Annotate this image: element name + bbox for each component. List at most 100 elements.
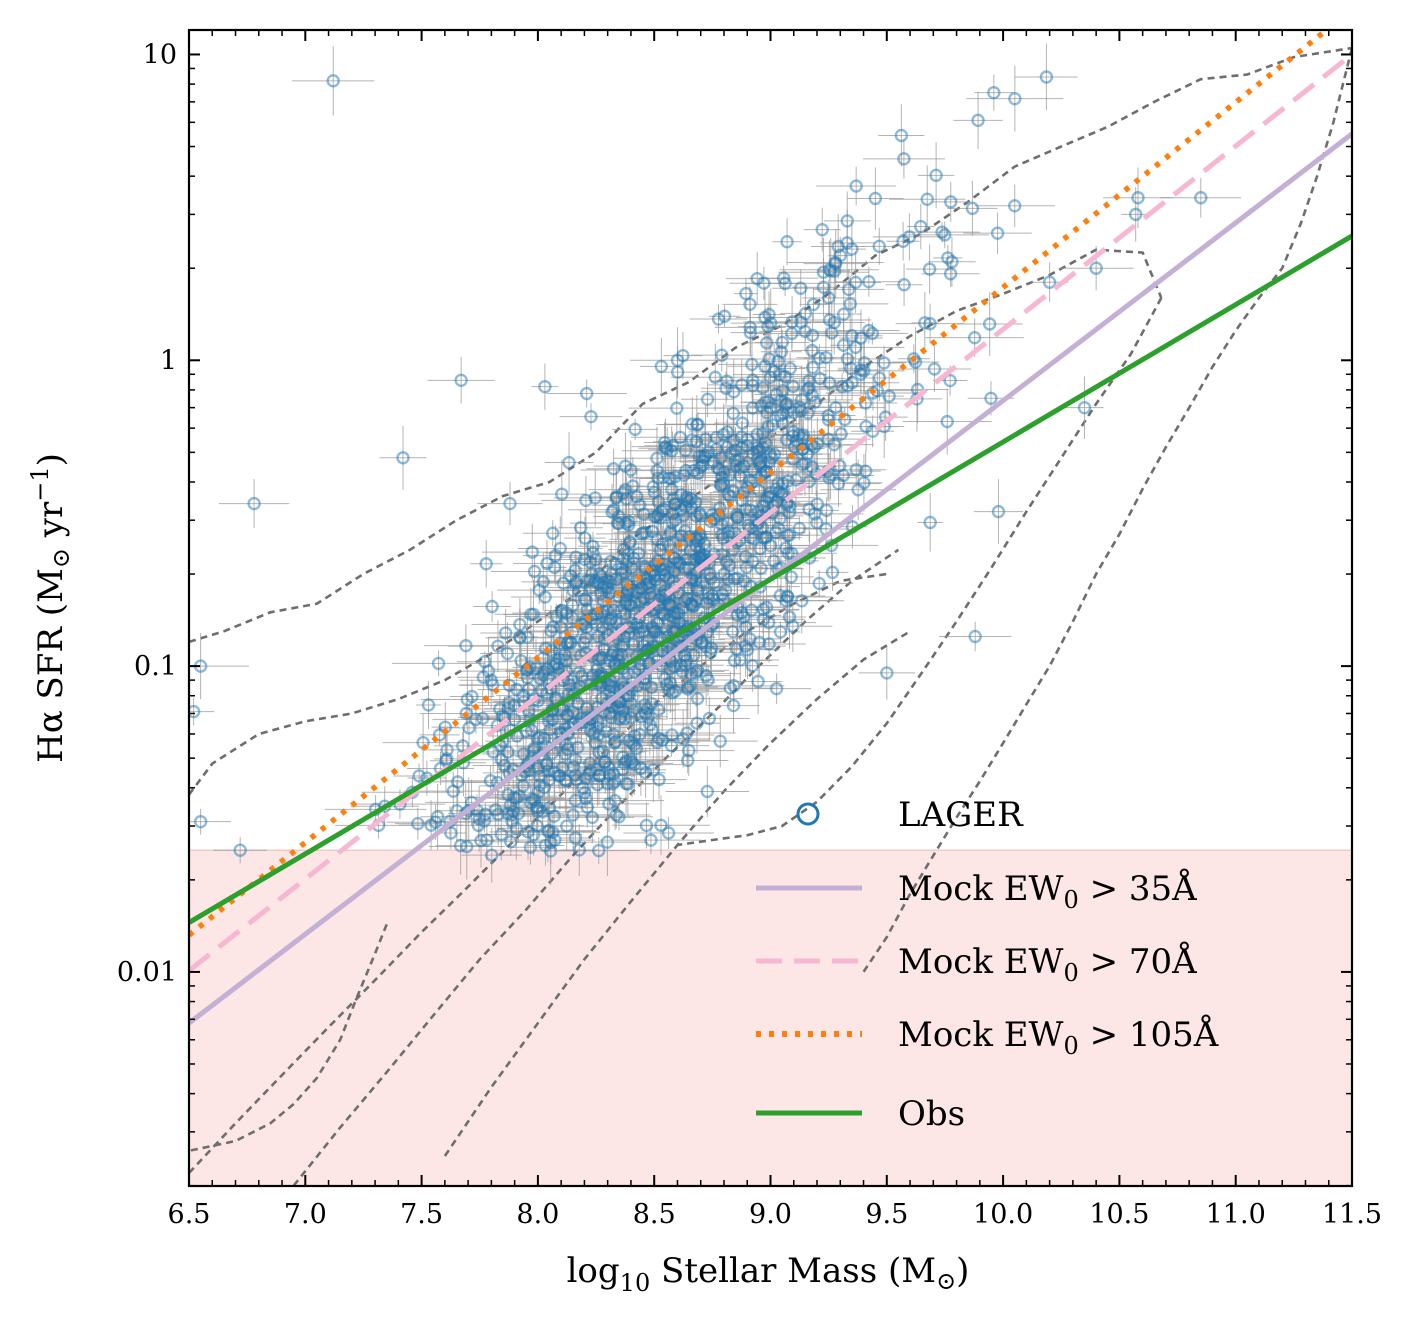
line-series-2 bbox=[189, 30, 1331, 938]
data-point bbox=[535, 805, 550, 819]
data-point bbox=[526, 827, 541, 842]
data-point bbox=[743, 503, 758, 517]
data-point bbox=[801, 406, 815, 420]
data-point bbox=[835, 379, 849, 394]
data-point bbox=[704, 641, 719, 656]
legend-label: LAGER bbox=[898, 795, 1024, 835]
data-point bbox=[829, 400, 843, 415]
data-point bbox=[681, 561, 696, 575]
data-point bbox=[546, 526, 560, 540]
data-point bbox=[836, 468, 850, 483]
data-point bbox=[706, 455, 721, 469]
data-point bbox=[678, 500, 693, 514]
data-point bbox=[805, 343, 819, 358]
data-point bbox=[700, 392, 715, 406]
data-point bbox=[751, 674, 765, 689]
data-point bbox=[493, 702, 507, 716]
data-point bbox=[476, 670, 491, 684]
data-point bbox=[785, 315, 799, 329]
ticks-layer: 6.5 7.0 7.5 8.0 8.5 9.0 9.5 10.0 10.5 11.0 11.5 0.0… bbox=[117, 30, 1382, 1230]
data-point bbox=[825, 326, 839, 340]
data-point bbox=[897, 278, 911, 292]
x-tick-label: 10.5 bbox=[1089, 1199, 1149, 1230]
data-point bbox=[531, 804, 545, 818]
data-point bbox=[591, 720, 605, 735]
data-point bbox=[547, 659, 561, 674]
data-point bbox=[1131, 191, 1145, 205]
data-point bbox=[562, 455, 576, 470]
data-point bbox=[533, 769, 547, 783]
data-point bbox=[786, 619, 800, 633]
data-point bbox=[780, 235, 794, 249]
y-tick-label: 10 bbox=[143, 39, 177, 70]
data-point bbox=[943, 373, 957, 388]
data-point bbox=[454, 373, 468, 388]
data-point bbox=[666, 491, 681, 506]
data-point bbox=[851, 483, 865, 497]
data-point bbox=[746, 373, 760, 387]
data-point bbox=[607, 736, 622, 750]
data-point bbox=[806, 297, 821, 312]
data-point bbox=[654, 359, 669, 374]
data-point bbox=[654, 818, 668, 832]
data-point bbox=[726, 624, 740, 639]
data-point bbox=[641, 710, 655, 725]
data-point bbox=[678, 658, 693, 672]
data-point bbox=[701, 444, 716, 459]
data-point bbox=[678, 649, 692, 663]
data-point bbox=[798, 306, 813, 321]
legend-entry-1: Mock EW0 > 35Å bbox=[756, 868, 1197, 914]
data-point bbox=[579, 631, 593, 645]
data-point bbox=[459, 638, 473, 653]
data-point bbox=[702, 711, 717, 726]
data-point bbox=[812, 351, 827, 365]
data-point bbox=[479, 557, 493, 571]
data-point bbox=[780, 528, 795, 543]
data-point bbox=[854, 331, 868, 345]
x-tick-label: 7.0 bbox=[284, 1199, 327, 1230]
data-point bbox=[606, 777, 620, 791]
data-point bbox=[872, 239, 886, 254]
data-point bbox=[821, 291, 836, 305]
data-point bbox=[644, 680, 659, 695]
data-point bbox=[566, 808, 580, 822]
data-point bbox=[865, 326, 880, 341]
data-point bbox=[927, 362, 942, 376]
data-point bbox=[812, 576, 826, 591]
data-point bbox=[838, 412, 852, 427]
data-point bbox=[189, 704, 201, 719]
data-point bbox=[971, 113, 985, 128]
data-point bbox=[769, 681, 784, 696]
legend-label: Mock EW0 > 105Å bbox=[898, 1014, 1219, 1060]
data-point bbox=[944, 195, 958, 209]
data-point bbox=[618, 606, 633, 621]
data-point bbox=[781, 546, 795, 560]
data-point bbox=[626, 704, 640, 718]
line-series-1 bbox=[189, 52, 1352, 973]
data-point bbox=[745, 357, 759, 372]
data-point bbox=[565, 598, 580, 613]
data-point bbox=[700, 784, 715, 799]
data-point bbox=[523, 795, 538, 810]
data-point bbox=[991, 504, 1006, 519]
data-point bbox=[520, 670, 535, 685]
legend-entry-3: Mock EW0 > 105Å bbox=[756, 1014, 1219, 1060]
data-point bbox=[658, 563, 672, 577]
data-point bbox=[697, 557, 711, 572]
data-point bbox=[634, 527, 649, 541]
data-point bbox=[645, 620, 659, 634]
data-point bbox=[639, 818, 654, 833]
data-point bbox=[805, 328, 820, 343]
data-point bbox=[629, 620, 644, 635]
data-point bbox=[657, 672, 672, 686]
data-point bbox=[542, 801, 557, 815]
data-point bbox=[627, 729, 642, 743]
data-point bbox=[784, 570, 798, 584]
data-point bbox=[717, 309, 732, 323]
data-point bbox=[914, 219, 928, 234]
x-tick-label: 8.5 bbox=[633, 1199, 676, 1230]
data-point bbox=[819, 350, 833, 365]
data-point bbox=[938, 228, 952, 242]
data-point bbox=[650, 463, 664, 478]
data-point bbox=[509, 791, 523, 805]
